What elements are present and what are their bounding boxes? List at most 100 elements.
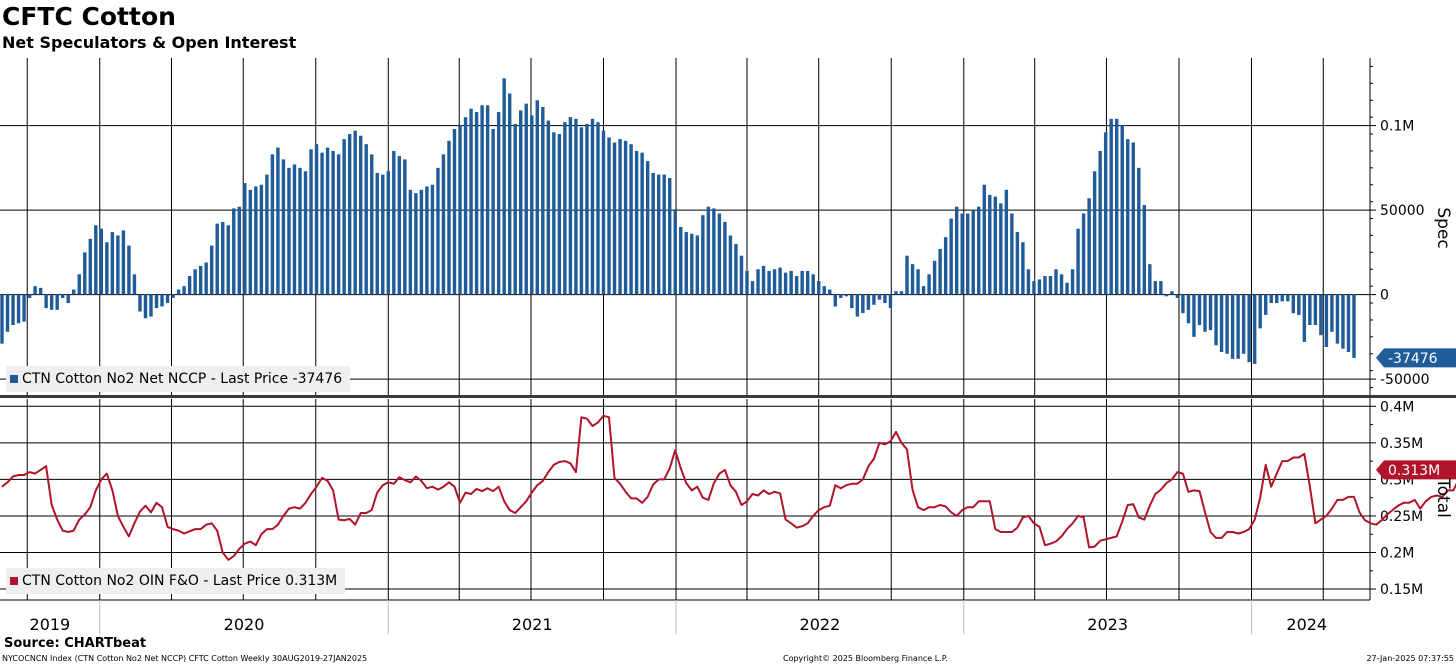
spec-bar bbox=[943, 237, 948, 295]
spec-bar bbox=[436, 167, 440, 295]
spec-bar bbox=[193, 269, 197, 295]
spec-bar bbox=[441, 154, 446, 295]
spec-bar bbox=[105, 242, 109, 295]
spec-bar bbox=[574, 118, 578, 295]
spec-bar bbox=[1308, 294, 1312, 326]
spec-bar bbox=[1015, 232, 1020, 295]
spec-bar bbox=[811, 274, 815, 295]
spec-bar bbox=[16, 294, 21, 324]
spec-bar bbox=[734, 243, 738, 295]
spec-bar bbox=[1076, 228, 1080, 295]
spec-bar bbox=[1054, 269, 1058, 295]
chart-subtitle: Net Speculators & Open Interest bbox=[2, 33, 297, 52]
spec-bar bbox=[99, 228, 104, 295]
spec-bar bbox=[55, 294, 59, 310]
spec-bar bbox=[419, 189, 424, 295]
spec-bar bbox=[706, 206, 711, 295]
spec-bar bbox=[949, 218, 953, 295]
spec-bar bbox=[855, 294, 860, 317]
spec-bar bbox=[590, 118, 595, 295]
spec-bar bbox=[977, 206, 981, 295]
spec-bar bbox=[1059, 274, 1064, 295]
spec-bar bbox=[524, 103, 528, 295]
total-series-line bbox=[1, 414, 1456, 561]
spec-bar bbox=[336, 154, 341, 295]
spec-bar bbox=[1043, 276, 1047, 295]
spec-bar bbox=[447, 140, 451, 295]
spec-bar bbox=[916, 269, 920, 295]
spec-bar bbox=[717, 213, 722, 295]
spec-bar bbox=[430, 184, 435, 295]
spec-bar bbox=[0, 294, 4, 344]
spec-bar bbox=[861, 294, 865, 314]
spec-bar bbox=[248, 189, 253, 295]
spec-bar bbox=[375, 172, 379, 295]
spec-bar bbox=[1081, 213, 1086, 295]
spec-tick-label: -50000 bbox=[1380, 372, 1430, 388]
spec-bar bbox=[22, 294, 26, 322]
spec-bar bbox=[72, 289, 76, 295]
spec-bar bbox=[921, 286, 926, 295]
spec-bar bbox=[761, 265, 766, 295]
spec-bar bbox=[585, 123, 589, 295]
spec-bar bbox=[66, 294, 70, 304]
spec-bar bbox=[303, 171, 308, 295]
spec-bar bbox=[1225, 294, 1229, 354]
spec-bar bbox=[27, 294, 32, 298]
spec-bar bbox=[1164, 294, 1169, 297]
spec-bar bbox=[844, 294, 849, 297]
spec-bar bbox=[127, 245, 131, 295]
spec-bar bbox=[480, 105, 484, 295]
spec-bar bbox=[463, 117, 468, 295]
spec-bar bbox=[546, 120, 551, 295]
spec-bar bbox=[767, 270, 771, 295]
spec-bar bbox=[1065, 282, 1069, 295]
spec-bar bbox=[1026, 269, 1031, 295]
spec-bar bbox=[49, 294, 54, 310]
spec-bar bbox=[83, 252, 87, 295]
spec-bar bbox=[5, 294, 10, 332]
spec-bar bbox=[745, 270, 749, 295]
spec-bar bbox=[370, 154, 374, 295]
total-legend: CTN Cotton No2 OIN F&O - Last Price 0.31… bbox=[6, 568, 346, 594]
spec-bar bbox=[932, 260, 937, 295]
spec-bar bbox=[364, 144, 368, 295]
total-last-value-badge: 0.313M bbox=[1376, 460, 1456, 480]
chart-title: CFTC Cotton bbox=[2, 2, 176, 31]
spec-bar bbox=[342, 139, 346, 295]
spec-bar bbox=[1186, 294, 1191, 324]
spec-bar bbox=[651, 172, 655, 295]
total-legend-swatch bbox=[10, 577, 18, 585]
spec-bar bbox=[60, 294, 65, 298]
spec-bar bbox=[805, 270, 810, 295]
spec-bar bbox=[160, 294, 164, 307]
spec-bar bbox=[38, 287, 43, 295]
spec-bar bbox=[894, 291, 898, 295]
spec-bar bbox=[1208, 294, 1213, 331]
spec-bar bbox=[1170, 291, 1174, 295]
spec-bar bbox=[270, 154, 275, 295]
spec-bar bbox=[226, 225, 230, 295]
spec-bar bbox=[215, 223, 219, 295]
spec-bar bbox=[138, 294, 142, 312]
spec-bar bbox=[94, 225, 98, 295]
spec-bar bbox=[656, 174, 661, 295]
footer-series-info: NYCOCNCN Index (CTN Cotton No2 Net NCCP)… bbox=[2, 654, 368, 663]
spec-bar bbox=[276, 147, 280, 295]
spec-bar bbox=[408, 189, 413, 295]
spec-bar bbox=[1280, 294, 1284, 302]
spec-bar bbox=[601, 130, 606, 295]
spec-bar bbox=[695, 235, 700, 295]
total-tick-label: 0.15M bbox=[1380, 582, 1423, 598]
total-legend-label: CTN Cotton No2 OIN F&O - Last Price 0.31… bbox=[22, 573, 338, 589]
spec-bar bbox=[1269, 294, 1273, 304]
spec-bar bbox=[557, 134, 562, 295]
spec-bar bbox=[612, 142, 617, 295]
spec-bar bbox=[1153, 281, 1158, 295]
spec-bar bbox=[1159, 281, 1163, 295]
spec-last-value-badge-shape bbox=[1376, 348, 1456, 368]
spec-bar bbox=[44, 294, 48, 309]
spec-bar bbox=[640, 152, 644, 295]
spec-bar bbox=[960, 213, 964, 295]
total-axis-label: Total bbox=[1433, 477, 1453, 518]
